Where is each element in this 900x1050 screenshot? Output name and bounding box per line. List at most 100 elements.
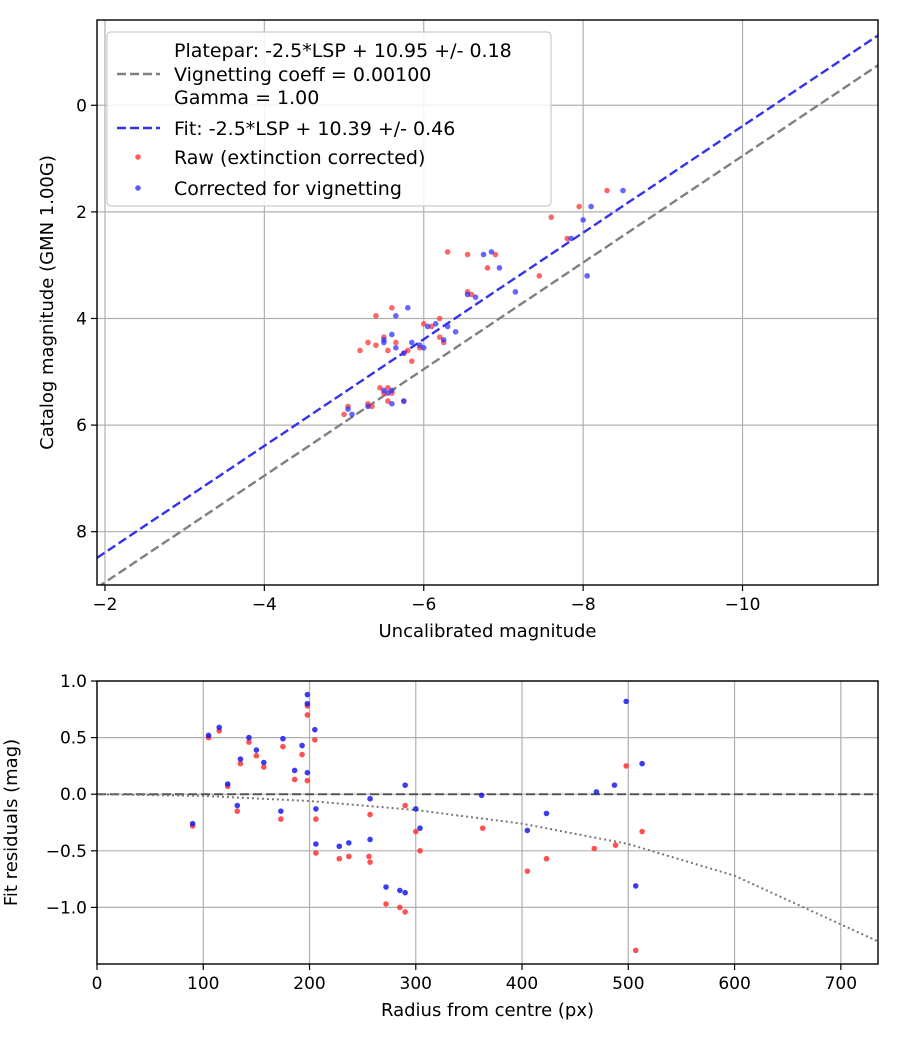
y-tick-label: −0.5	[46, 842, 87, 862]
y-tick-label: 0	[76, 96, 87, 116]
data-point	[381, 387, 387, 394]
data-point	[383, 884, 389, 890]
data-point	[444, 249, 451, 255]
legend-label: Gamma = 1.00	[174, 87, 319, 109]
data-point	[313, 841, 319, 847]
axes-frame	[96, 19, 879, 586]
data-point	[440, 337, 447, 343]
data-point	[246, 739, 252, 745]
data-point	[383, 901, 389, 907]
data-point	[412, 828, 419, 835]
legend-box	[106, 31, 552, 207]
data-point	[412, 806, 419, 812]
data-point	[576, 203, 582, 210]
data-point	[402, 802, 408, 809]
data-point	[432, 321, 439, 327]
data-point	[234, 808, 241, 814]
legend-label: Vignetting coeff = 0.00100	[174, 64, 431, 86]
data-point	[304, 777, 311, 784]
data-point	[253, 752, 260, 759]
data-point	[479, 825, 486, 831]
data-point	[393, 345, 399, 351]
data-point	[278, 816, 284, 822]
data-point	[428, 323, 435, 330]
data-point	[365, 339, 371, 346]
legend-label: Corrected for vignetting	[174, 178, 402, 200]
x-axis-label: Uncalibrated magnitude	[378, 621, 596, 642]
magnitude-chart: −2 −4 −6 −8 −10 0 2 4 6 8 Uncalibrated magnitude Ca…	[37, 19, 879, 642]
data-point	[408, 358, 415, 364]
data-point	[548, 214, 555, 221]
x-tick-label: −10	[725, 595, 761, 615]
data-point	[480, 251, 487, 258]
data-point	[639, 828, 645, 835]
x-tick-label: 100	[187, 974, 219, 994]
data-point	[401, 398, 407, 404]
data-point	[389, 305, 395, 311]
data-point	[397, 904, 403, 911]
data-point	[336, 855, 343, 862]
data-point	[366, 853, 372, 860]
x-tick-label: 500	[612, 974, 644, 994]
data-point	[357, 347, 363, 354]
x-tick-label: −2	[92, 595, 117, 615]
data-point	[393, 339, 399, 346]
y-tick-label: 4	[76, 309, 87, 329]
x-tick-label: 300	[400, 974, 432, 994]
data-point	[405, 347, 411, 354]
data-point	[402, 889, 408, 896]
data-point	[304, 691, 311, 698]
data-point	[377, 384, 383, 391]
x-tick-label: −8	[571, 595, 596, 615]
data-point	[385, 384, 391, 391]
data-point	[543, 855, 550, 862]
data-point	[261, 764, 267, 770]
data-point	[216, 724, 222, 731]
data-point	[472, 294, 479, 300]
data-point	[593, 789, 600, 795]
data-point	[237, 760, 244, 767]
data-point	[385, 347, 391, 354]
data-point	[367, 859, 373, 865]
data-point	[604, 187, 610, 194]
legend-dot-icon	[135, 185, 141, 191]
x-tick-label: −6	[411, 595, 436, 615]
data-point	[393, 313, 399, 319]
data-point	[580, 217, 586, 223]
data-point	[389, 387, 395, 394]
data-point	[452, 329, 459, 335]
data-point	[397, 887, 403, 894]
data-point	[492, 251, 499, 258]
data-point	[349, 411, 355, 418]
y-tick-label: 6	[76, 416, 87, 436]
data-point	[313, 850, 319, 856]
data-point	[405, 305, 411, 311]
data-point	[632, 883, 639, 889]
data-point	[402, 909, 408, 915]
x-tick-label: −4	[252, 595, 277, 615]
data-point	[484, 265, 491, 271]
legend: Platepar: -2.5*LSP + 10.95 +/- 0.18Vigne…	[106, 31, 552, 207]
data-point	[488, 249, 495, 255]
legend-label: Platepar: -2.5*LSP + 10.95 +/- 0.18	[174, 40, 512, 62]
data-point	[205, 732, 212, 739]
y-tick-label: −1.0	[46, 898, 87, 918]
data-point	[280, 735, 286, 742]
data-point	[564, 235, 570, 242]
data-point	[381, 337, 387, 343]
data-point	[365, 403, 371, 410]
x-tick-label: 400	[506, 974, 538, 994]
data-point	[304, 712, 311, 718]
data-point	[304, 769, 311, 776]
data-point	[253, 747, 260, 753]
data-point	[312, 737, 318, 743]
data-point	[524, 868, 531, 874]
fit-line-fit	[97, 34, 878, 559]
data-point	[389, 400, 395, 407]
data-point	[591, 845, 598, 852]
data-point	[367, 795, 373, 802]
y-tick-label: 0.0	[60, 785, 87, 805]
data-point	[623, 763, 629, 769]
data-point	[312, 726, 318, 733]
data-point	[612, 842, 619, 848]
